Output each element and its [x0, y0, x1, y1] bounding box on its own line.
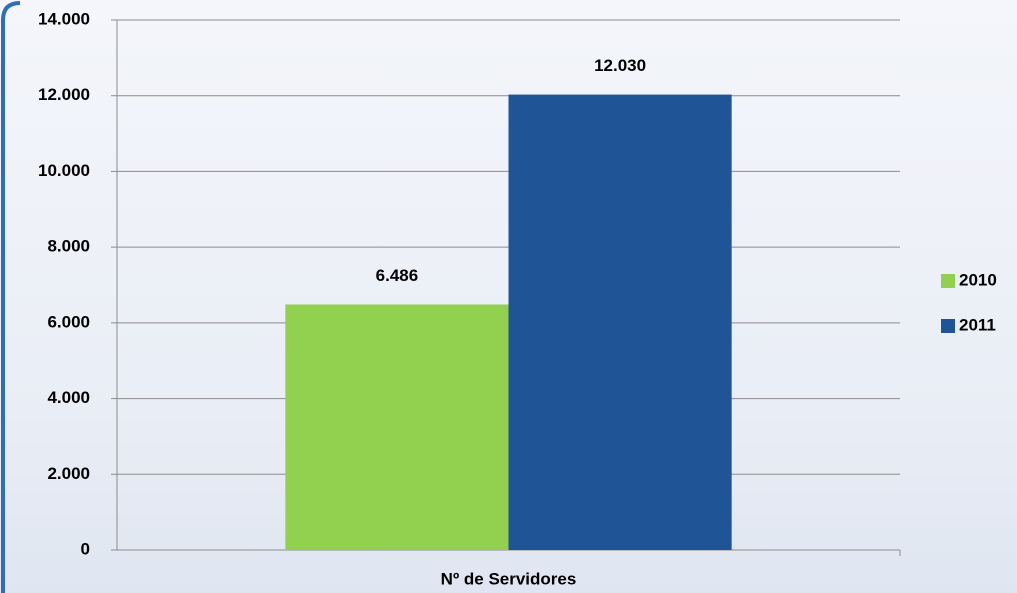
legend-label: 2010	[959, 270, 997, 289]
bar	[509, 95, 732, 550]
y-tick-label: 6.000	[47, 312, 90, 331]
chart: 0 2.000 4.000 6.000 8.000 10.000 12.000 14.000 N…	[0, 0, 1017, 593]
bar	[285, 304, 508, 550]
y-tick-label: 14.000	[38, 9, 90, 28]
y-tick-label: 2.000	[47, 464, 90, 483]
value-label: 12.030	[594, 56, 646, 75]
legend-swatch	[941, 319, 955, 333]
y-tick-label: 0	[81, 539, 90, 558]
legend-label: 2011	[959, 315, 996, 334]
y-tick-label: 12.000	[38, 85, 90, 104]
y-tick-label: 8.000	[47, 237, 90, 256]
page: 0 2.000 4.000 6.000 8.000 10.000 12.000 14.000 N…	[0, 0, 1017, 593]
legend-swatch	[941, 274, 955, 288]
y-tick-label: 10.000	[38, 161, 90, 180]
value-label: 6.486	[376, 266, 419, 285]
y-tick-label: 4.000	[47, 388, 90, 407]
x-tick-label: Nº de Servidores	[441, 569, 577, 588]
